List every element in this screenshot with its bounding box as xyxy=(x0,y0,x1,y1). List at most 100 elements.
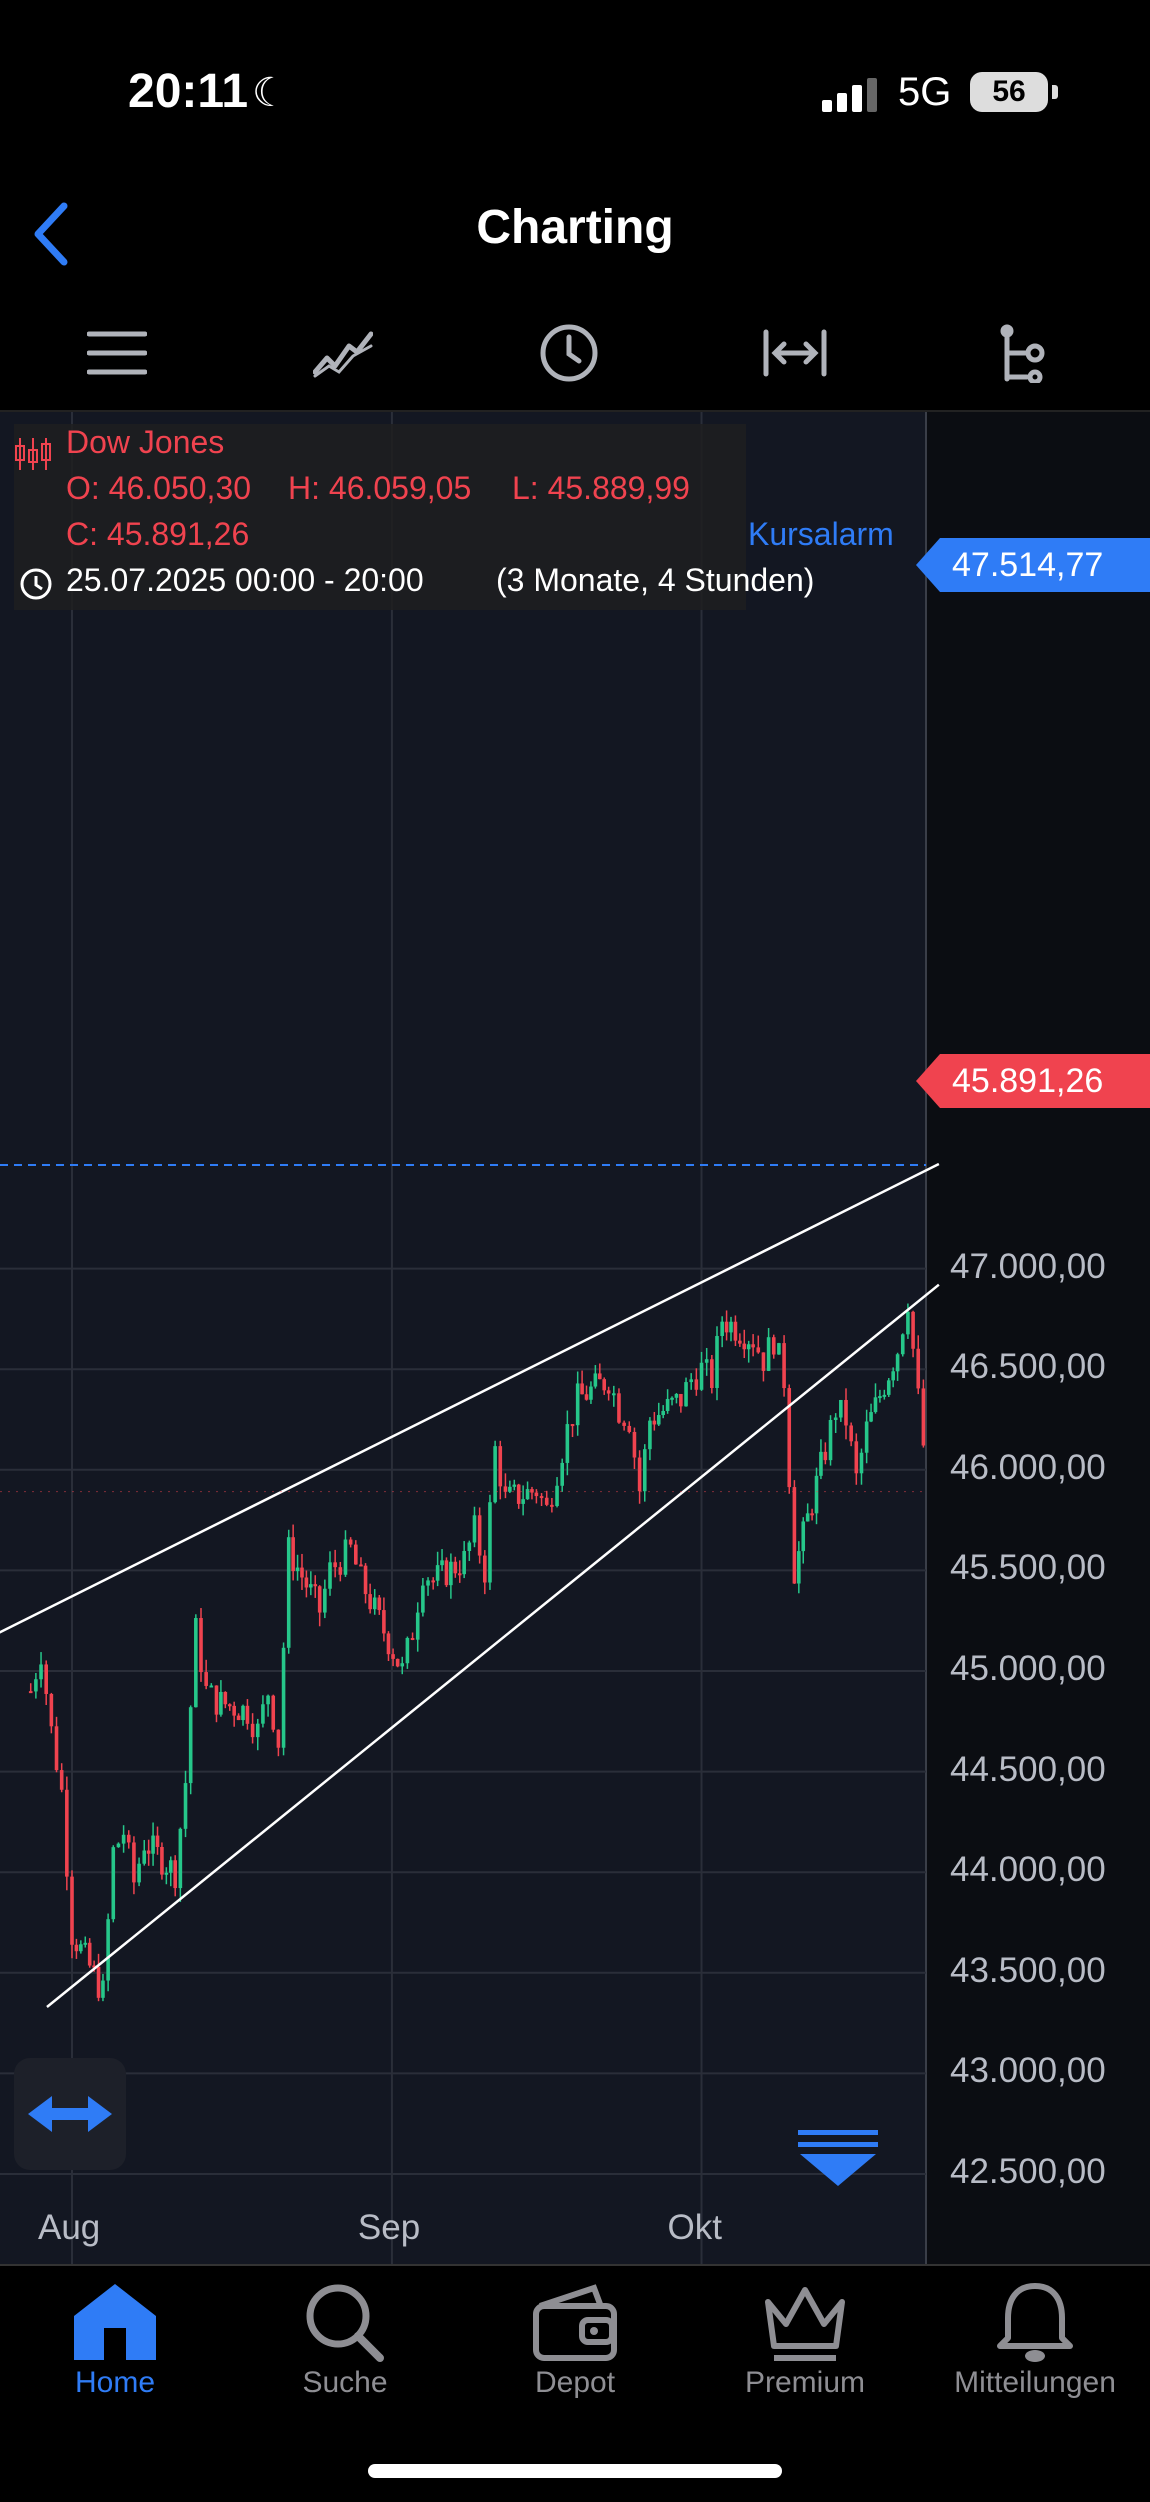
candle-body xyxy=(245,1705,250,1724)
candle-body xyxy=(525,1489,530,1500)
candle-body xyxy=(503,1486,508,1492)
back-chevron-icon[interactable] xyxy=(20,194,84,274)
candle-body xyxy=(281,1647,286,1748)
candle-body xyxy=(28,1691,33,1694)
candle-body xyxy=(96,1966,101,1998)
candle-body xyxy=(101,1980,105,1998)
candle-body xyxy=(801,1521,806,1552)
candle-body xyxy=(593,1373,598,1387)
tab-search[interactable]: Suche xyxy=(230,2266,460,2416)
candle-body xyxy=(183,1783,188,1829)
candle-body xyxy=(689,1379,693,1383)
candle-body xyxy=(792,1487,797,1584)
candle-body xyxy=(92,1965,96,1968)
candle-body xyxy=(498,1446,503,1487)
candle-body xyxy=(328,1562,332,1589)
scroll-button[interactable] xyxy=(14,2058,126,2170)
price-alarm-label[interactable]: Kursalarm xyxy=(748,516,894,552)
candle-body xyxy=(121,1834,126,1844)
x-axis-tick-label: Okt xyxy=(667,2208,722,2247)
candle-body xyxy=(854,1441,859,1474)
menu-icon[interactable] xyxy=(72,308,162,398)
tab-depot[interactable]: Depot xyxy=(460,2266,690,2416)
x-axis-tick-label: Sep xyxy=(357,2208,421,2247)
tab-premium[interactable]: Premium xyxy=(690,2266,920,2416)
candle-body xyxy=(699,1362,704,1390)
expand-horizontal-icon[interactable] xyxy=(750,308,840,398)
candle-body xyxy=(421,1585,425,1613)
candle-body xyxy=(219,1691,223,1715)
candle-body xyxy=(333,1562,337,1568)
candle-body xyxy=(642,1449,647,1492)
legend-low: L: 45.889,99 xyxy=(512,470,690,506)
tab-notifications[interactable]: Mitteilungen xyxy=(920,2266,1150,2416)
candle-body xyxy=(70,1876,74,1945)
candle-body xyxy=(227,1704,232,1707)
candle-body xyxy=(286,1537,291,1648)
candle-body xyxy=(584,1394,589,1400)
candle-body xyxy=(386,1633,391,1655)
y-axis-tick-label: 43.000,00 xyxy=(950,2051,1106,2091)
y-axis-tick-label: 45.500,00 xyxy=(950,1548,1106,1588)
candle-body xyxy=(160,1846,164,1875)
wallet-icon xyxy=(533,2284,617,2361)
candle-body xyxy=(729,1321,733,1333)
chart-toolbar xyxy=(0,290,1150,412)
tab-home-label: Home xyxy=(74,2366,156,2399)
candle-body xyxy=(271,1695,276,1730)
candle-body xyxy=(814,1475,819,1514)
candle-body xyxy=(560,1462,564,1486)
candle-body xyxy=(823,1451,828,1461)
candle-body xyxy=(449,1561,453,1586)
candle-body xyxy=(906,1311,910,1335)
candle-body xyxy=(359,1564,363,1567)
search-icon xyxy=(306,2284,384,2362)
candle-body xyxy=(704,1359,709,1363)
candle-body xyxy=(126,1834,131,1843)
candle-body xyxy=(751,1344,755,1348)
candle-body xyxy=(886,1380,891,1395)
candlestick-chart[interactable] xyxy=(0,412,1150,2264)
candle-body xyxy=(146,1850,151,1854)
candle-body xyxy=(372,1597,377,1610)
y-axis-tick-label: 45.000,00 xyxy=(950,1649,1106,1688)
candle-body xyxy=(54,1726,59,1771)
candle-body xyxy=(724,1321,729,1333)
candle-body xyxy=(199,1618,203,1673)
battery-level: 56 xyxy=(992,75,1026,108)
legend-open: O: 46.050,30 xyxy=(66,470,252,506)
tab-home[interactable]: Home xyxy=(0,2266,230,2416)
clock-icon xyxy=(20,568,52,600)
status-bar: 20:11 ☾ 5G 56 xyxy=(0,0,1150,180)
candle-body xyxy=(83,1942,88,1945)
candle-body xyxy=(295,1567,300,1572)
candle-body xyxy=(833,1417,838,1420)
candle-body xyxy=(742,1343,747,1350)
indicators-icon[interactable] xyxy=(976,308,1066,398)
candle-body xyxy=(679,1393,683,1407)
chart-area[interactable] xyxy=(0,412,1150,2264)
candle-body xyxy=(188,1707,193,1784)
candle-body xyxy=(622,1422,626,1426)
candle-body xyxy=(544,1497,549,1505)
collapse-down-icon xyxy=(798,2130,878,2186)
price-alarm-tag[interactable]: 47.514,77 xyxy=(916,538,1150,592)
nav-bar: Charting xyxy=(0,180,1150,290)
collapse-button[interactable] xyxy=(796,2128,880,2192)
clock-icon[interactable] xyxy=(524,308,614,398)
candle-body xyxy=(617,1393,621,1423)
candle-body xyxy=(400,1663,405,1667)
candle-body xyxy=(493,1446,497,1503)
candle-body xyxy=(652,1420,657,1425)
candle-body xyxy=(59,1770,64,1790)
x-axis-tick-label: Aug xyxy=(38,2208,101,2247)
candle-body xyxy=(810,1513,814,1516)
status-time: 20:11 xyxy=(128,65,249,118)
candle-body xyxy=(435,1565,440,1581)
candle-body xyxy=(710,1359,714,1388)
candle-body xyxy=(632,1431,637,1458)
chart-type-icon[interactable] xyxy=(298,308,388,398)
candle-body xyxy=(300,1567,304,1578)
tab-bar: Home Suche Depot Premium Mitteilungen xyxy=(0,2264,1150,2502)
candle-body xyxy=(236,1715,241,1721)
